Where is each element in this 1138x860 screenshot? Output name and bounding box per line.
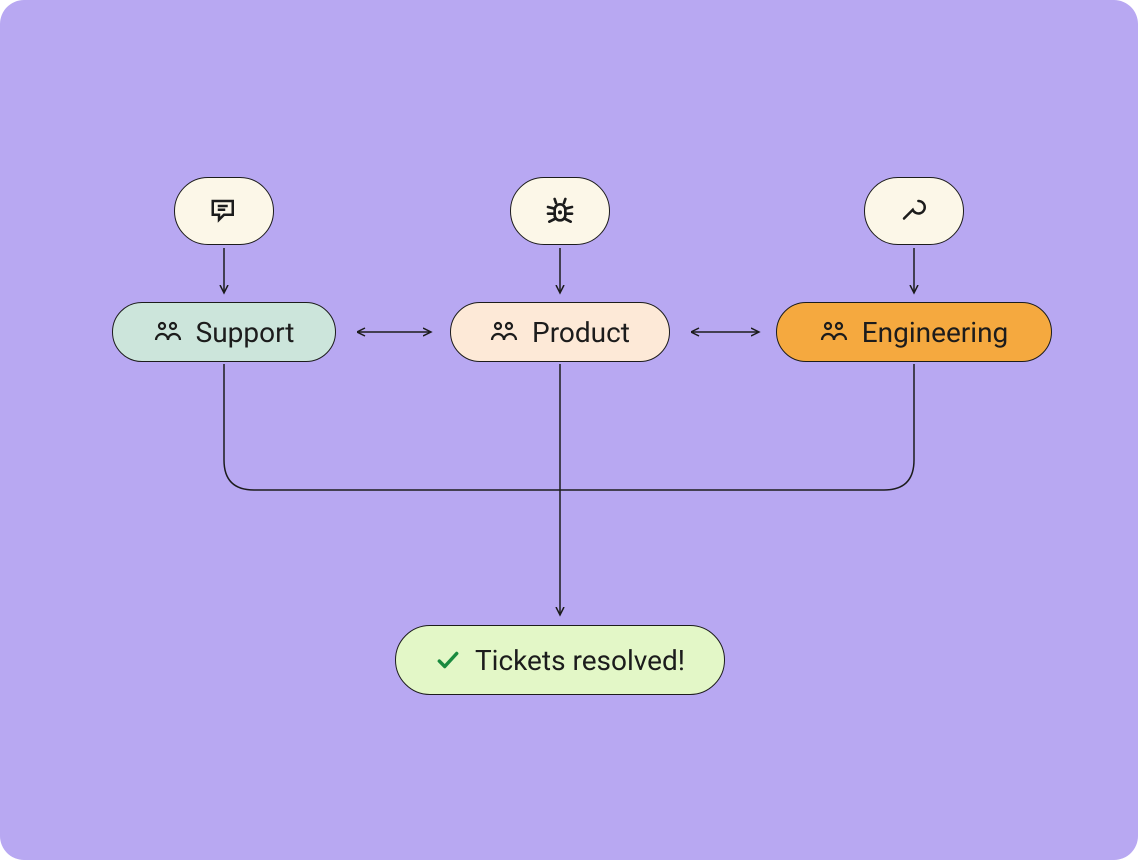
pill-product-label: Product [532, 316, 630, 349]
pill-engineering-label: Engineering [862, 316, 1009, 349]
diagram-canvas: Support Product Engineering [0, 0, 1138, 860]
result-label: Tickets resolved! [475, 644, 685, 677]
team-icon [490, 321, 518, 343]
wrench-icon [899, 196, 929, 226]
icon-bubble-comment [174, 177, 274, 245]
bug-icon [544, 195, 576, 227]
pill-support: Support [112, 302, 336, 362]
team-icon [154, 321, 182, 343]
pill-support-label: Support [196, 316, 295, 349]
pill-product: Product [450, 302, 670, 362]
icon-bubble-bug [510, 177, 610, 245]
check-icon [435, 647, 461, 673]
team-icon [820, 321, 848, 343]
result-pill: Tickets resolved! [395, 625, 725, 695]
comment-icon [209, 196, 239, 226]
icon-bubble-wrench [864, 177, 964, 245]
node-layer: Support Product Engineering [0, 0, 1138, 860]
pill-engineering: Engineering [776, 302, 1052, 362]
